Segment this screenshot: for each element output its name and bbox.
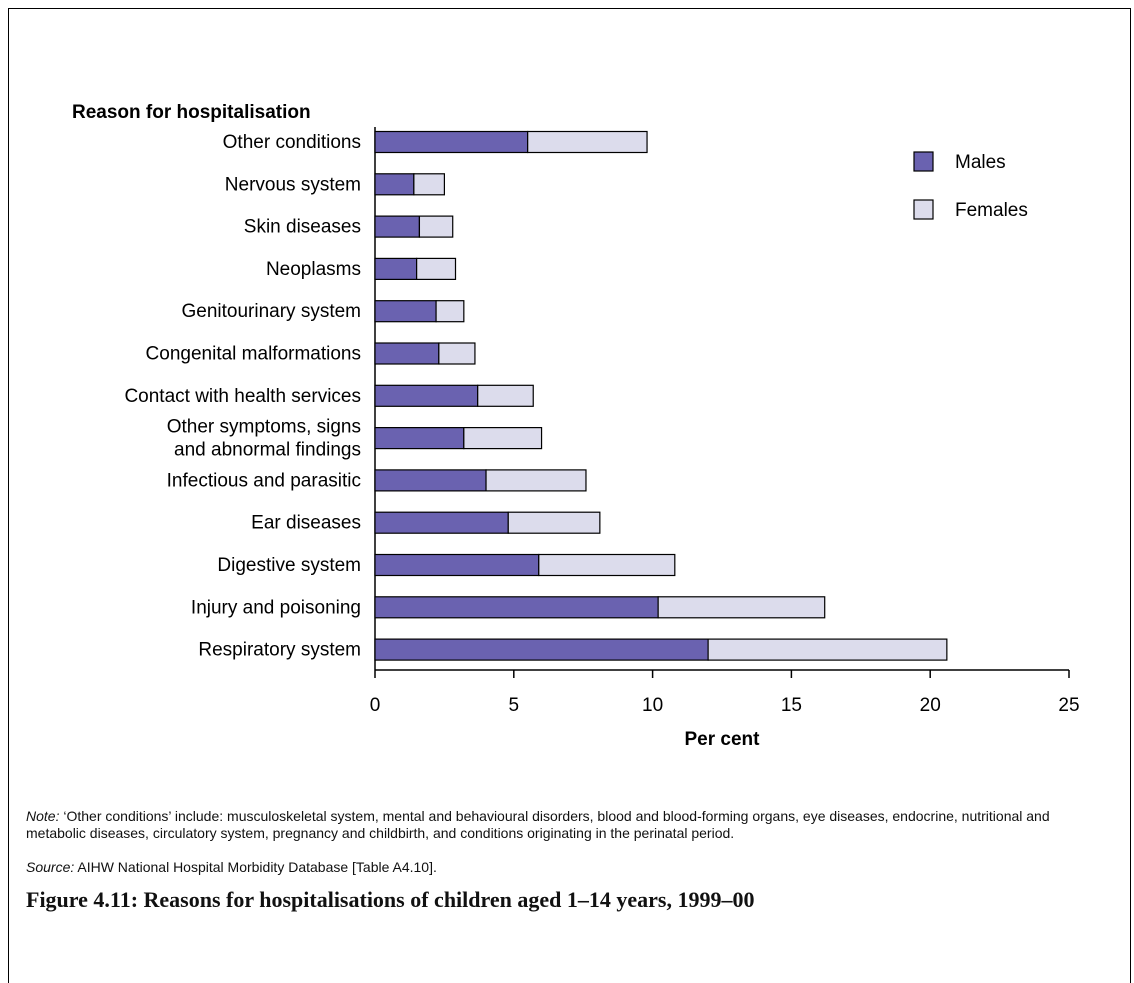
category-label: Other conditions <box>223 132 361 153</box>
x-axis-ticks: 0 5 10 15 20 25 <box>370 670 1080 716</box>
source-text: Source: AIHW National Hospital Morbidity… <box>26 859 437 875</box>
bars-group <box>374 130 948 661</box>
bar-females-10 <box>538 553 676 577</box>
bar-females-4 <box>435 300 465 323</box>
bar-males-7 <box>374 427 465 450</box>
bar-males-6 <box>374 384 479 407</box>
category-label: Infectious and parasitic <box>167 470 361 491</box>
x-tick-label: 5 <box>509 695 520 716</box>
bar-males-0 <box>374 130 529 154</box>
x-tick-label: 0 <box>370 695 381 716</box>
legend-swatch-females <box>913 199 934 220</box>
bar-females-1 <box>413 173 446 196</box>
category-label: Congenital malformations <box>146 344 361 365</box>
x-tick-label: 25 <box>1058 695 1079 716</box>
bar-females-7 <box>463 427 543 450</box>
x-tick-label: 20 <box>920 695 941 716</box>
legend-label-females: Females <box>955 200 1028 221</box>
note-text: Note: ‘Other conditions’ include: muscul… <box>26 808 1050 841</box>
bar-females-6 <box>477 384 534 407</box>
bar-females-3 <box>416 257 457 280</box>
bar-females-9 <box>507 511 601 534</box>
figure-caption: Figure 4.11: Reasons for hospitalisation… <box>26 887 755 912</box>
legend-swatch-males <box>913 151 934 172</box>
x-tick-label: 15 <box>781 695 802 716</box>
category-label: Neoplasms <box>266 259 361 280</box>
bar-females-8 <box>485 469 587 492</box>
bar-males-9 <box>374 511 509 534</box>
bar-males-1 <box>374 173 415 196</box>
category-label: Nervous system <box>225 174 361 195</box>
bar-males-5 <box>374 342 440 365</box>
bar-females-2 <box>418 215 454 238</box>
category-label: Ear diseases <box>251 513 361 534</box>
category-label: Skin diseases <box>244 217 361 238</box>
legend-label-males: Males <box>955 152 1006 173</box>
category-labels: Other conditions Nervous system Skin disea… <box>124 132 361 661</box>
bar-males-3 <box>374 257 418 280</box>
category-label: and abnormal findings <box>174 440 361 461</box>
bar-females-11 <box>657 596 826 619</box>
bar-females-0 <box>527 130 648 154</box>
bar-females-12 <box>707 638 948 661</box>
y-axis-title: Reason for hospitalisation <box>72 102 311 123</box>
bar-males-11 <box>374 596 659 619</box>
category-label: Injury and poisoning <box>191 597 361 618</box>
category-label: Genitourinary system <box>181 301 361 322</box>
bar-males-4 <box>374 300 437 323</box>
bar-males-10 <box>374 553 540 577</box>
category-label: Digestive system <box>217 555 361 576</box>
category-label: Other symptoms, signs <box>167 417 361 438</box>
category-label: Respiratory system <box>198 640 361 661</box>
bar-males-8 <box>374 469 487 492</box>
category-label: Contact with health services <box>124 386 361 407</box>
stacked-bar-chart: Reason for hospitalisation Other conditi… <box>72 102 1080 750</box>
bar-males-12 <box>374 638 709 661</box>
bar-females-5 <box>438 342 476 365</box>
bar-males-2 <box>374 215 421 238</box>
x-axis-title: Per cent <box>685 729 761 750</box>
figure-frame <box>8 8 1131 983</box>
x-tick-label: 10 <box>642 695 663 716</box>
legend: Males Females <box>913 151 1028 221</box>
